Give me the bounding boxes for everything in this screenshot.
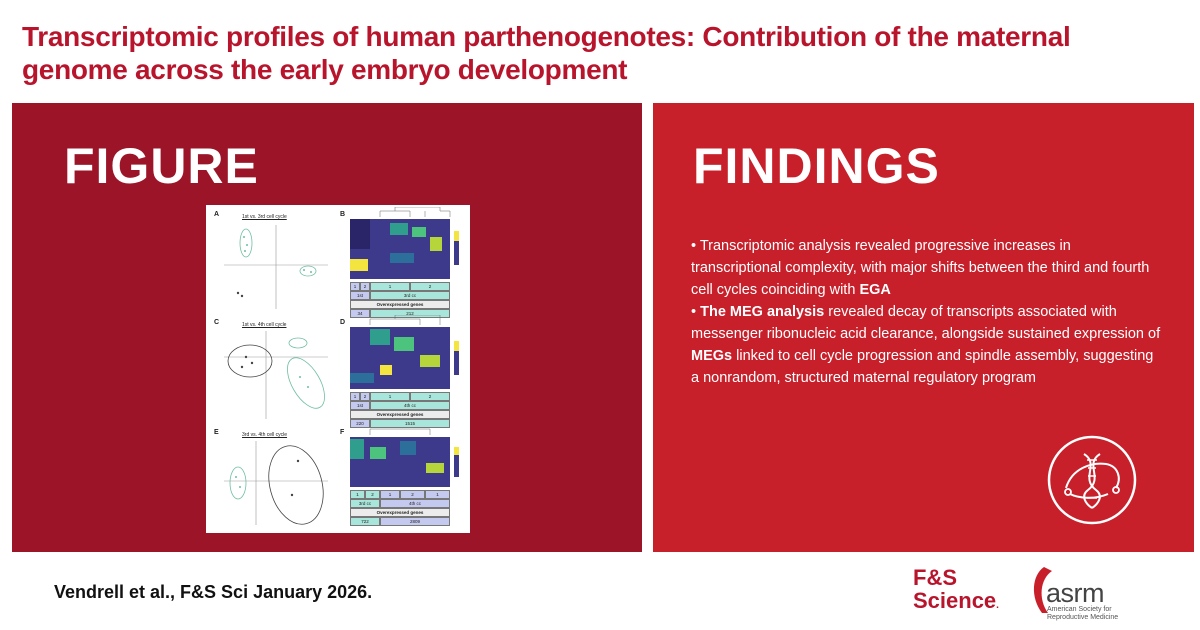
heatmap-f xyxy=(350,428,459,487)
panel-letter-b: B xyxy=(340,211,346,218)
pca-plot-c xyxy=(224,331,328,419)
dna-cell-icon xyxy=(1047,435,1137,525)
panel-letter-f: F xyxy=(340,429,345,436)
gene-table-d: 1 2 1 2 1st 4th cc Overexpressed genes 2… xyxy=(350,392,450,428)
figure-thumbnail: A 1st vs. 3rd cell cycle B xyxy=(206,205,470,533)
findings-panel: FINDINGS • Transcriptomic analysis revea… xyxy=(653,103,1194,552)
panel-letter-a: A xyxy=(214,211,220,218)
finding-bullet-2: • The MEG analysis revealed decay of tra… xyxy=(691,304,1161,386)
title-line-1: Transcriptomic profiles of human parthen… xyxy=(22,21,1071,52)
panel-letter-c: C xyxy=(214,319,220,326)
pca-plot-a xyxy=(224,225,328,309)
heatmap-b xyxy=(350,207,459,279)
panel-letter-e: E xyxy=(214,429,219,436)
panel-e-subtitle: 3rd vs. 4th cell cycle xyxy=(242,432,288,438)
fs-science-logo: F&S Science. xyxy=(913,565,999,613)
heatmap-d xyxy=(350,315,459,389)
page-title: Transcriptomic profiles of human parthen… xyxy=(22,20,1182,86)
panel-a-subtitle: 1st vs. 3rd cell cycle xyxy=(242,214,287,220)
panel-letter-d: D xyxy=(340,319,346,326)
findings-heading: FINDINGS xyxy=(693,138,940,194)
figure-heading: FIGURE xyxy=(64,138,259,194)
gene-table-f: 1 2 1 2 1 3rd cc 4th cc Overexpressed ge… xyxy=(350,490,450,526)
citation: Vendrell et al., F&S Sci January 2026. xyxy=(54,582,373,602)
asrm-logo: asrm xyxy=(1046,578,1105,608)
pca-plot-e xyxy=(224,441,328,525)
asrm-subtitle: American Society for Reproductive Medici… xyxy=(1047,606,1119,621)
finding-bullet-1: • Transcriptomic analysis revealed progr… xyxy=(691,238,1150,298)
findings-text: • Transcriptomic analysis revealed progr… xyxy=(691,235,1161,389)
asrm-logo-mark xyxy=(1033,567,1052,613)
gene-table-b: 1 2 1 2 1st 3rd cc Overexpressed genes 3… xyxy=(350,282,450,318)
panel-c-subtitle: 1st vs. 4th cell cycle xyxy=(242,322,287,328)
title-line-2: genome across the early embryo developme… xyxy=(22,54,628,85)
figure-panel: FIGURE A 1st vs. 3rd cell cycle B xyxy=(12,103,642,552)
